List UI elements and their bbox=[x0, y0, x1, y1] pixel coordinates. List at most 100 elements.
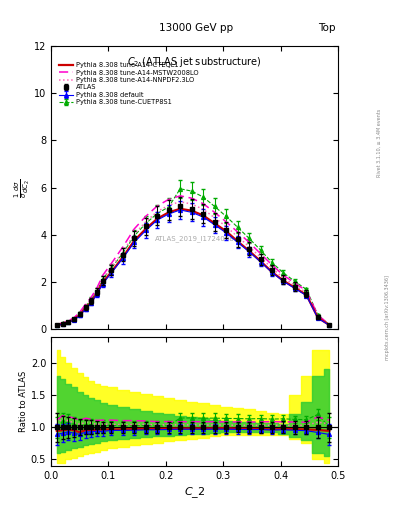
Pythia 8.308 tune-A14-CTEQL1 bbox=[201, 212, 206, 219]
Pythia 8.308 tune-A14-CTEQL1 bbox=[258, 258, 263, 264]
Pythia 8.308 tune-A14-CTEQL1 bbox=[247, 248, 252, 254]
Pythia 8.308 tune-A14-NNPDF2.3LO bbox=[270, 265, 274, 271]
Pythia 8.308 tune-A14-CTEQL1 bbox=[235, 238, 240, 244]
Pythia 8.308 tune-A14-NNPDF2.3LO bbox=[247, 243, 252, 249]
Pythia 8.308 tune-A14-NNPDF2.3LO bbox=[304, 289, 309, 295]
Pythia 8.308 tune-A14-CTEQL1 bbox=[66, 319, 71, 325]
Pythia 8.308 tune-A14-NNPDF2.3LO bbox=[132, 231, 137, 238]
Pythia 8.308 tune-A14-CTEQL1 bbox=[60, 321, 65, 327]
Pythia 8.308 tune-A14-CTEQL1 bbox=[120, 254, 125, 260]
Pythia 8.308 tune-A14-NNPDF2.3LO bbox=[83, 303, 88, 309]
Pythia 8.308 tune-A14-CTEQL1 bbox=[270, 269, 274, 275]
Pythia 8.308 tune-A14-MSTW2008LO bbox=[235, 229, 240, 235]
Pythia 8.308 tune-A14-MSTW2008LO bbox=[155, 203, 160, 209]
Pythia 8.308 tune-A14-CTEQL1 bbox=[132, 238, 137, 244]
Pythia 8.308 tune-A14-CTEQL1 bbox=[189, 207, 194, 214]
Pythia 8.308 tune-A14-MSTW2008LO bbox=[100, 272, 105, 279]
Text: 13000 GeV pp: 13000 GeV pp bbox=[160, 23, 233, 33]
Text: $C_2$ (ATLAS jet substructure): $C_2$ (ATLAS jet substructure) bbox=[127, 55, 262, 69]
Pythia 8.308 tune-A14-CTEQL1 bbox=[83, 305, 88, 311]
Pythia 8.308 tune-A14-NNPDF2.3LO bbox=[120, 249, 125, 255]
Pythia 8.308 tune-A14-CTEQL1 bbox=[109, 269, 114, 275]
Text: Rivet 3.1.10, ≥ 3.4M events: Rivet 3.1.10, ≥ 3.4M events bbox=[377, 109, 382, 178]
Pythia 8.308 tune-A14-CTEQL1 bbox=[212, 220, 217, 226]
Pythia 8.308 tune-A14-NNPDF2.3LO bbox=[166, 202, 171, 208]
Legend: Pythia 8.308 tune-A14-CTEQL1, Pythia 8.308 tune-A14-MSTW2008LO, Pythia 8.308 tun: Pythia 8.308 tune-A14-CTEQL1, Pythia 8.3… bbox=[57, 61, 200, 106]
Pythia 8.308 tune-A14-MSTW2008LO bbox=[304, 288, 309, 294]
Line: Pythia 8.308 tune-A14-NNPDF2.3LO: Pythia 8.308 tune-A14-NNPDF2.3LO bbox=[57, 202, 329, 325]
Pythia 8.308 tune-A14-NNPDF2.3LO bbox=[89, 296, 94, 302]
Pythia 8.308 tune-A14-NNPDF2.3LO bbox=[327, 322, 332, 328]
Pythia 8.308 tune-A14-NNPDF2.3LO bbox=[55, 322, 59, 328]
Pythia 8.308 tune-A14-NNPDF2.3LO bbox=[178, 199, 183, 205]
Pythia 8.308 tune-A14-NNPDF2.3LO bbox=[72, 315, 76, 322]
Pythia 8.308 tune-A14-MSTW2008LO bbox=[281, 272, 286, 279]
Pythia 8.308 tune-A14-CTEQL1 bbox=[304, 292, 309, 298]
Pythia 8.308 tune-A14-NNPDF2.3LO bbox=[316, 313, 320, 319]
Pythia 8.308 tune-A14-CTEQL1 bbox=[292, 285, 298, 291]
Pythia 8.308 tune-A14-CTEQL1 bbox=[155, 216, 160, 222]
Pythia 8.308 tune-A14-NNPDF2.3LO bbox=[60, 320, 65, 326]
Pythia 8.308 tune-A14-NNPDF2.3LO bbox=[95, 287, 99, 293]
Pythia 8.308 tune-A14-MSTW2008LO bbox=[77, 309, 82, 315]
Y-axis label: Ratio to ATLAS: Ratio to ATLAS bbox=[19, 371, 28, 432]
Pythia 8.308 tune-A14-CTEQL1 bbox=[143, 226, 148, 232]
Pythia 8.308 tune-A14-NNPDF2.3LO bbox=[212, 215, 217, 221]
Pythia 8.308 tune-A14-NNPDF2.3LO bbox=[66, 318, 71, 324]
Pythia 8.308 tune-A14-MSTW2008LO bbox=[55, 321, 59, 327]
Pythia 8.308 tune-A14-MSTW2008LO bbox=[83, 301, 88, 307]
Pythia 8.308 tune-A14-NNPDF2.3LO bbox=[281, 275, 286, 281]
Pythia 8.308 tune-A14-NNPDF2.3LO bbox=[201, 206, 206, 212]
Pythia 8.308 tune-A14-CTEQL1 bbox=[89, 299, 94, 305]
X-axis label: $C\_2$: $C\_2$ bbox=[184, 485, 205, 500]
Pythia 8.308 tune-A14-CTEQL1 bbox=[224, 228, 228, 234]
Pythia 8.308 tune-A14-MSTW2008LO bbox=[89, 294, 94, 301]
Pythia 8.308 tune-A14-MSTW2008LO bbox=[143, 214, 148, 220]
Pythia 8.308 tune-A14-MSTW2008LO bbox=[132, 226, 137, 232]
Pythia 8.308 tune-A14-MSTW2008LO bbox=[327, 321, 332, 327]
Pythia 8.308 tune-A14-NNPDF2.3LO bbox=[77, 310, 82, 316]
Pythia 8.308 tune-A14-CTEQL1 bbox=[100, 280, 105, 286]
Line: Pythia 8.308 tune-A14-CTEQL1: Pythia 8.308 tune-A14-CTEQL1 bbox=[57, 209, 329, 325]
Text: mcplots.cern.ch [arXiv:1306.3436]: mcplots.cern.ch [arXiv:1306.3436] bbox=[385, 275, 389, 360]
Pythia 8.308 tune-A14-NNPDF2.3LO bbox=[224, 223, 228, 229]
Pythia 8.308 tune-A14-MSTW2008LO bbox=[212, 209, 217, 216]
Pythia 8.308 tune-A14-MSTW2008LO bbox=[120, 244, 125, 250]
Pythia 8.308 tune-A14-MSTW2008LO bbox=[247, 239, 252, 245]
Pythia 8.308 tune-A14-NNPDF2.3LO bbox=[258, 254, 263, 260]
Pythia 8.308 tune-A14-MSTW2008LO bbox=[66, 318, 71, 324]
Pythia 8.308 tune-A14-NNPDF2.3LO bbox=[100, 275, 105, 282]
Pythia 8.308 tune-A14-NNPDF2.3LO bbox=[109, 264, 114, 270]
Pythia 8.308 tune-A14-CTEQL1 bbox=[77, 312, 82, 318]
Pythia 8.308 tune-A14-MSTW2008LO bbox=[60, 320, 65, 326]
Pythia 8.308 tune-A14-CTEQL1 bbox=[316, 315, 320, 321]
Pythia 8.308 tune-A14-CTEQL1 bbox=[95, 290, 99, 296]
Pythia 8.308 tune-A14-MSTW2008LO bbox=[178, 193, 183, 199]
Pythia 8.308 tune-A14-MSTW2008LO bbox=[258, 250, 263, 257]
Line: Pythia 8.308 tune-A14-MSTW2008LO: Pythia 8.308 tune-A14-MSTW2008LO bbox=[57, 196, 329, 324]
Pythia 8.308 tune-A14-MSTW2008LO bbox=[201, 201, 206, 207]
Pythia 8.308 tune-A14-CTEQL1 bbox=[281, 278, 286, 284]
Pythia 8.308 tune-A14-MSTW2008LO bbox=[316, 312, 320, 318]
Pythia 8.308 tune-A14-NNPDF2.3LO bbox=[155, 208, 160, 215]
Text: ATLAS_2019_I1724098: ATLAS_2019_I1724098 bbox=[155, 235, 234, 242]
Pythia 8.308 tune-A14-MSTW2008LO bbox=[270, 262, 274, 268]
Pythia 8.308 tune-A14-NNPDF2.3LO bbox=[143, 219, 148, 225]
Pythia 8.308 tune-A14-MSTW2008LO bbox=[166, 196, 171, 202]
Y-axis label: $\frac{1}{\sigma}\frac{d\sigma}{dC_2}$: $\frac{1}{\sigma}\frac{d\sigma}{dC_2}$ bbox=[13, 178, 33, 198]
Pythia 8.308 tune-A14-CTEQL1 bbox=[178, 206, 183, 212]
Pythia 8.308 tune-A14-CTEQL1 bbox=[327, 322, 332, 328]
Pythia 8.308 tune-A14-MSTW2008LO bbox=[224, 219, 228, 225]
Pythia 8.308 tune-A14-MSTW2008LO bbox=[109, 261, 114, 267]
Pythia 8.308 tune-A14-CTEQL1 bbox=[72, 316, 76, 323]
Pythia 8.308 tune-A14-NNPDF2.3LO bbox=[292, 282, 298, 288]
Pythia 8.308 tune-A14-MSTW2008LO bbox=[95, 285, 99, 291]
Pythia 8.308 tune-A14-MSTW2008LO bbox=[189, 195, 194, 201]
Pythia 8.308 tune-A14-MSTW2008LO bbox=[292, 280, 298, 286]
Pythia 8.308 tune-A14-NNPDF2.3LO bbox=[189, 201, 194, 207]
Pythia 8.308 tune-A14-CTEQL1 bbox=[55, 322, 59, 328]
Pythia 8.308 tune-A14-MSTW2008LO bbox=[72, 315, 76, 321]
Pythia 8.308 tune-A14-CTEQL1 bbox=[166, 209, 171, 216]
Pythia 8.308 tune-A14-NNPDF2.3LO bbox=[235, 233, 240, 240]
Text: Top: Top bbox=[318, 23, 336, 33]
